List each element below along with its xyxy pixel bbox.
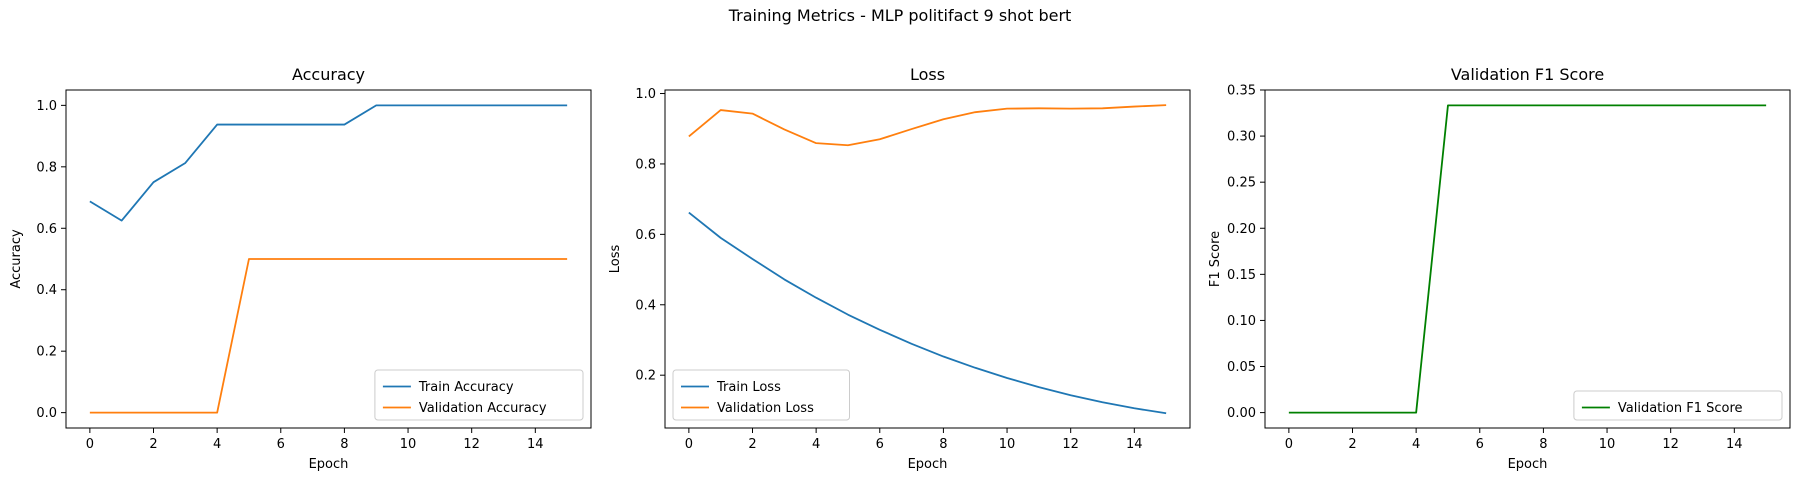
y-tick-label: 0.8 <box>635 157 656 172</box>
series-line-2 <box>89 258 568 414</box>
y-tick-label: 0.30 <box>1227 130 1256 145</box>
figure-title: Training Metrics - MLP politifact 9 shot… <box>728 6 1072 25</box>
y-tick-label: 0.6 <box>635 228 656 243</box>
plot-frame <box>664 89 1191 429</box>
y-tick-label: 1.0 <box>36 99 57 114</box>
x-tick-label: 0 <box>86 437 94 452</box>
y-tick-label: 0.05 <box>1227 360 1256 375</box>
y-tick-label: 0.00 <box>1227 406 1256 421</box>
y-tick-label: 0.2 <box>635 369 656 384</box>
y-tick-label: 0.8 <box>36 160 57 175</box>
series-line-2 <box>688 104 1167 147</box>
y-tick-label: 1.0 <box>635 87 656 102</box>
x-tick-label: 6 <box>277 437 285 452</box>
y-tick-label: 0.4 <box>635 298 656 313</box>
x-tick-label: 6 <box>876 437 884 452</box>
y-axis-label: Accuracy <box>9 229 24 289</box>
series-line-1 <box>688 211 1167 415</box>
plot-frame <box>1264 89 1791 429</box>
y-tick-label: 0.6 <box>36 222 57 237</box>
y-tick-label: 0.25 <box>1227 176 1256 191</box>
x-tick-label: 4 <box>213 437 221 452</box>
y-tick-label: 0.0 <box>36 406 57 421</box>
x-tick-label: 10 <box>400 437 417 452</box>
x-tick-label: 2 <box>748 437 756 452</box>
x-tick-label: 0 <box>1285 437 1293 452</box>
x-axis-label: Epoch <box>908 457 948 472</box>
x-tick-label: 8 <box>1539 437 1547 452</box>
y-axis-label: Loss <box>608 245 623 274</box>
x-tick-label: 12 <box>1662 437 1679 452</box>
y-tick-label: 0.15 <box>1227 268 1256 283</box>
legend-label-1: Train Accuracy <box>418 380 514 395</box>
chart-panel-1: Accuracy 0 2 4 6 8 10 12 14 0.0 0.2 0.4 0.6 0.8 1.0 Epo… <box>9 65 592 472</box>
x-tick-label: 10 <box>1599 437 1616 452</box>
legend-label-1: Validation F1 Score <box>1618 401 1743 416</box>
y-tick-label: 0.35 <box>1227 84 1256 99</box>
y-tick-label: 0.2 <box>36 345 57 360</box>
legend: Train Loss Validation Loss <box>672 369 850 421</box>
x-tick-label: 4 <box>812 437 820 452</box>
x-tick-label: 12 <box>1062 437 1079 452</box>
y-axis-label: F1 Score <box>1208 231 1223 287</box>
legend-box <box>374 369 584 421</box>
x-tick-label: 14 <box>527 437 544 452</box>
x-tick-label: 14 <box>1726 437 1743 452</box>
series-line-1 <box>89 104 568 222</box>
y-tick-label: 0.20 <box>1227 222 1256 237</box>
plot-frame <box>65 89 592 429</box>
legend-box <box>1573 390 1783 421</box>
chart-panel-2: Loss 0 2 4 6 8 10 12 14 0.2 0.4 0.6 0.8 1.0 Epoch Loss T… <box>608 65 1191 472</box>
chart-panel-3: Validation F1 Score 0 2 4 6 8 10 12 14 0.00 0.05 0.… <box>1208 65 1791 472</box>
x-tick-label: 6 <box>1476 437 1484 452</box>
x-tick-label: 2 <box>149 437 157 452</box>
legend: Train Accuracy Validation Accuracy <box>374 369 584 421</box>
x-tick-label: 12 <box>463 437 480 452</box>
chart-title: Accuracy <box>292 65 365 84</box>
x-axis-label: Epoch <box>309 457 349 472</box>
x-tick-label: 2 <box>1348 437 1356 452</box>
series-line-1 <box>1288 104 1767 414</box>
legend-box <box>672 369 850 421</box>
chart-title: Validation F1 Score <box>1451 65 1604 84</box>
legend-label-2: Validation Accuracy <box>419 401 547 416</box>
x-axis-label: Epoch <box>1508 457 1548 472</box>
x-tick-label: 8 <box>939 437 947 452</box>
x-tick-label: 0 <box>685 437 693 452</box>
x-tick-label: 8 <box>340 437 348 452</box>
y-tick-label: 0.10 <box>1227 314 1256 329</box>
x-tick-label: 10 <box>999 437 1016 452</box>
x-tick-label: 14 <box>1126 437 1143 452</box>
legend-label-2: Validation Loss <box>717 401 814 416</box>
legend: Validation F1 Score <box>1573 390 1783 421</box>
chart-title: Loss <box>910 65 945 84</box>
x-tick-label: 4 <box>1412 437 1420 452</box>
legend-label-1: Train Loss <box>716 380 781 395</box>
y-tick-label: 0.4 <box>36 283 57 298</box>
